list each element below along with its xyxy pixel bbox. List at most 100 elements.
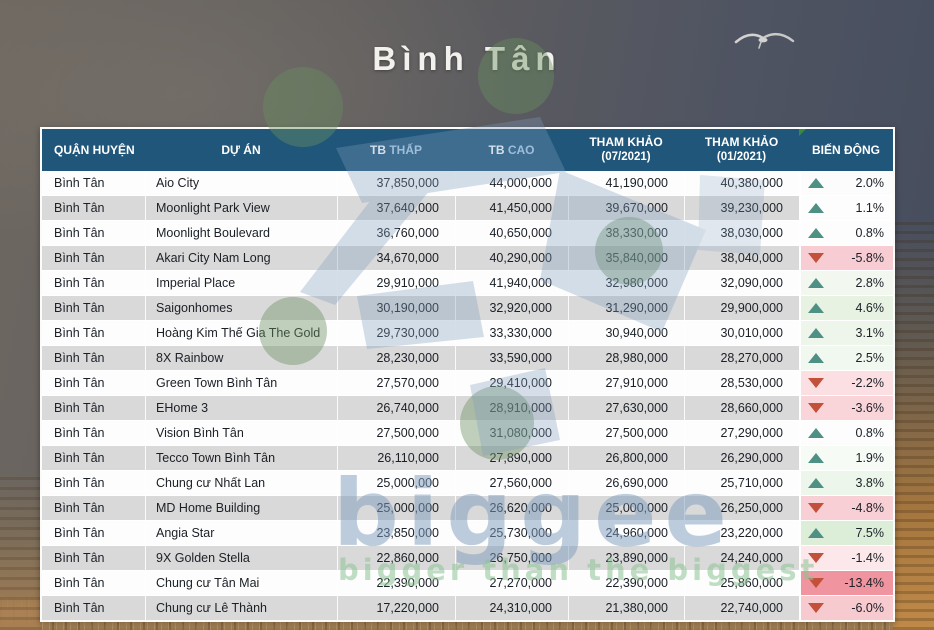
seagull-icon	[734, 33, 795, 49]
table-row: Bình Tân MD Home Building 25,000,000 26,…	[42, 495, 893, 520]
table-row: Bình Tân Saigonhomes 30,190,000 32,920,0…	[42, 295, 893, 320]
district-cell: Bình Tân	[54, 476, 105, 490]
district-cell: Bình Tân	[54, 276, 105, 290]
change-cell: 1.9%	[799, 446, 893, 470]
change-percent: 7.5%	[855, 526, 885, 540]
tham-khao-07-cell: 25,000,000	[568, 496, 684, 520]
table-row: Bình Tân Chung cư Lê Thành 17,220,000 24…	[42, 595, 893, 620]
district-cell: Bình Tân	[54, 401, 105, 415]
project-cell: Vision Bình Tân	[145, 421, 337, 445]
trend-arrow-icon	[808, 428, 824, 438]
tham-khao-07-cell: 26,690,000	[568, 471, 684, 495]
tham-khao-07-cell: 26,800,000	[568, 446, 684, 470]
trend-arrow-icon	[808, 303, 824, 313]
table-row: Bình Tân Aio City 37,850,000 44,000,000 …	[42, 171, 893, 195]
change-cell: 4.6%	[799, 296, 893, 320]
tb-cao-cell: 24,310,000	[455, 596, 568, 620]
change-percent: 0.8%	[855, 426, 885, 440]
project-cell: Green Town Bình Tân	[145, 371, 337, 395]
change-cell: 3.8%	[799, 471, 893, 495]
project-cell: Moonlight Boulevard	[145, 221, 337, 245]
tb-thap-cell: 37,850,000	[337, 171, 455, 195]
tham-khao-01-cell: 39,230,000	[684, 196, 799, 220]
project-cell: Aio City	[145, 171, 337, 195]
tham-khao-01-cell: 32,090,000	[684, 271, 799, 295]
tb-thap-cell: 30,190,000	[337, 296, 455, 320]
tb-thap-cell: 22,390,000	[337, 571, 455, 595]
change-cell: -4.8%	[799, 496, 893, 520]
project-cell: 8X Rainbow	[145, 346, 337, 370]
change-percent: 2.8%	[855, 276, 885, 290]
district-cell: Bình Tân	[54, 351, 105, 365]
tham-khao-07-cell: 32,980,000	[568, 271, 684, 295]
project-cell: Tecco Town Bình Tân	[145, 446, 337, 470]
tham-khao-07-cell: 31,290,000	[568, 296, 684, 320]
trend-arrow-icon	[808, 328, 824, 338]
table-row: Bình Tân Akari City Nam Long 34,670,000 …	[42, 245, 893, 270]
project-cell: Angia Star	[145, 521, 337, 545]
trend-arrow-icon	[808, 178, 824, 188]
tb-cao-cell: 27,560,000	[455, 471, 568, 495]
change-cell: 1.1%	[799, 196, 893, 220]
district-cell: Bình Tân	[54, 526, 105, 540]
change-cell: 0.8%	[799, 221, 893, 245]
change-percent: -1.4%	[851, 551, 884, 565]
tb-thap-cell: 29,910,000	[337, 271, 455, 295]
trend-arrow-icon	[808, 503, 824, 513]
tham-khao-07-cell: 30,940,000	[568, 321, 684, 345]
tb-thap-cell: 26,740,000	[337, 396, 455, 420]
trend-arrow-icon	[808, 253, 824, 263]
district-cell: Bình Tân	[54, 576, 105, 590]
tb-cao-cell: 27,890,000	[455, 446, 568, 470]
change-percent: -3.6%	[851, 401, 884, 415]
project-cell: Chung cư Nhất Lan	[145, 471, 337, 495]
tb-cao-cell: 33,330,000	[455, 321, 568, 345]
tham-khao-07-cell: 27,630,000	[568, 396, 684, 420]
tham-khao-01-cell: 25,860,000	[684, 571, 799, 595]
header-bien-dong-label: BIẾN ĐỘNG	[811, 142, 880, 157]
background-buildings-right	[893, 220, 934, 630]
trend-arrow-icon	[808, 378, 824, 388]
tham-khao-07-cell: 38,330,000	[568, 221, 684, 245]
tb-cao-cell: 40,290,000	[455, 246, 568, 270]
change-percent: 0.8%	[855, 226, 885, 240]
change-cell: -13.4%	[799, 571, 893, 595]
change-cell: 3.1%	[799, 321, 893, 345]
project-cell: Moonlight Park View	[145, 196, 337, 220]
tham-khao-01-cell: 27,290,000	[684, 421, 799, 445]
header-tk07-line2: (07/2021)	[601, 151, 651, 164]
tham-khao-07-cell: 39,670,000	[568, 196, 684, 220]
tham-khao-01-cell: 26,290,000	[684, 446, 799, 470]
change-percent: 1.1%	[855, 201, 885, 215]
table-row: Bình Tân Imperial Place 29,910,000 41,94…	[42, 270, 893, 295]
district-cell: Bình Tân	[54, 201, 105, 215]
project-cell: 9X Golden Stella	[145, 546, 337, 570]
tb-thap-cell: 27,500,000	[337, 421, 455, 445]
tham-khao-07-cell: 27,500,000	[568, 421, 684, 445]
change-percent: -13.4%	[844, 576, 884, 590]
tb-cao-cell: 44,000,000	[455, 171, 568, 195]
tb-thap-cell: 36,760,000	[337, 221, 455, 245]
change-cell: -5.8%	[799, 246, 893, 270]
trend-arrow-icon	[808, 453, 824, 463]
change-cell: 2.8%	[799, 271, 893, 295]
table-row: Bình Tân Moonlight Park View 37,640,000 …	[42, 195, 893, 220]
table-row: Bình Tân Chung cư Nhất Lan 25,000,000 27…	[42, 470, 893, 495]
price-table: QUẬN HUYỆN DỰ ÁN TB THẤP TB CAO THAM KHẢ…	[40, 127, 895, 622]
tham-khao-07-cell: 35,840,000	[568, 246, 684, 270]
trend-arrow-icon	[808, 478, 824, 488]
district-cell: Bình Tân	[54, 426, 105, 440]
tb-cao-cell: 40,650,000	[455, 221, 568, 245]
table-row: Bình Tân Green Town Bình Tân 27,570,000 …	[42, 370, 893, 395]
tb-thap-cell: 25,000,000	[337, 471, 455, 495]
tham-khao-01-cell: 26,250,000	[684, 496, 799, 520]
tb-thap-cell: 26,110,000	[337, 446, 455, 470]
tham-khao-01-cell: 29,900,000	[684, 296, 799, 320]
tham-khao-01-cell: 40,380,000	[684, 171, 799, 195]
change-percent: -2.2%	[851, 376, 884, 390]
tham-khao-07-cell: 27,910,000	[568, 371, 684, 395]
tb-cao-cell: 41,450,000	[455, 196, 568, 220]
header-bien-dong: BIẾN ĐỘNG	[799, 129, 893, 171]
table-row: Bình Tân Vision Bình Tân 27,500,000 31,0…	[42, 420, 893, 445]
